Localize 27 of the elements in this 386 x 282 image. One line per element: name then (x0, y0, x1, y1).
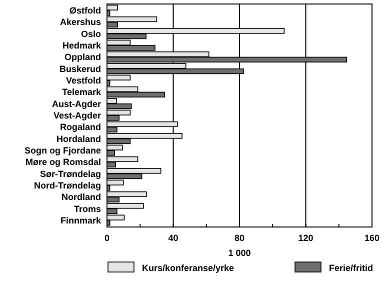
y-tick-label: Buskerud (59, 64, 101, 74)
x-tick-label: 160 (364, 233, 380, 243)
y-tick-label: Vestfold (66, 76, 101, 86)
y-tick-label: Hedmark (62, 40, 102, 51)
y-tick-label: Telemark (62, 87, 102, 98)
y-tick-label: Nordland (62, 192, 101, 202)
y-tick-label: Oslo (80, 28, 102, 39)
x-tick-label: 40 (168, 233, 178, 243)
y-tick-label: Rogaland (60, 122, 101, 132)
x-axis-title: 1 000 (228, 248, 251, 258)
y-tick-label: Vest-Agder (53, 110, 102, 120)
y-tick-label: Sør-Trøndelag (40, 168, 101, 179)
y-tick-label: Aust-Agder (52, 98, 102, 109)
y-tick-label: Møre og Romsdal (25, 157, 101, 168)
y-tick-label: Nord-Trøndelag (34, 180, 101, 190)
y-tick-label: Finnmark (60, 215, 102, 226)
y-tick-label: Akershus (60, 17, 101, 28)
x-tick-label: 120 (298, 233, 314, 243)
legend-label: Ferie/fritid (329, 263, 374, 273)
y-tick-label: Sogn og Fjordane (24, 145, 101, 156)
y-tick-label: Troms (74, 204, 101, 214)
y-tick-label: Østfold (70, 6, 101, 16)
y-tick-label: Oppland (64, 52, 101, 62)
x-tick-label: 80 (234, 233, 245, 243)
y-tick-label: Hordaland (56, 134, 101, 144)
x-tick-label: 0 (104, 233, 110, 243)
legend-label: Kurs/konferanse/yrke (142, 263, 234, 273)
